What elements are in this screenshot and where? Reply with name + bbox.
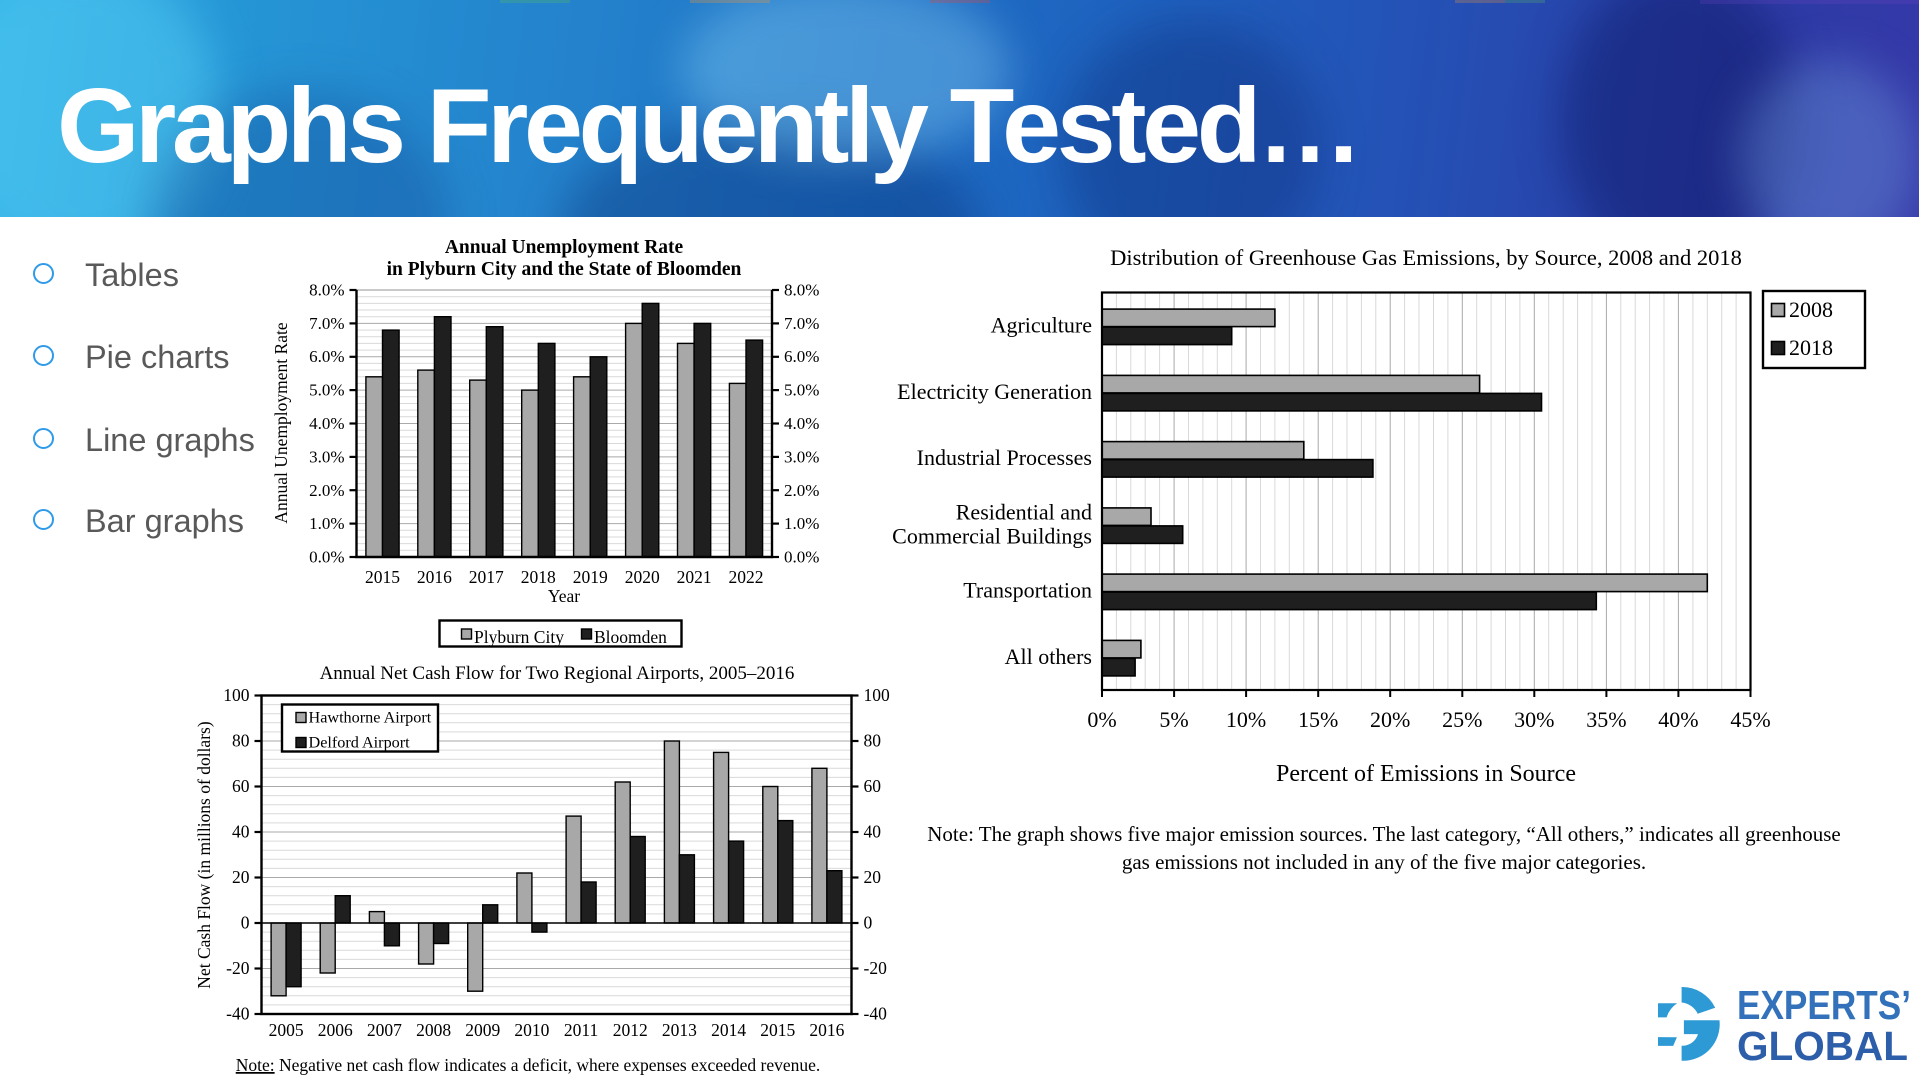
svg-text:4.0%: 4.0%: [784, 414, 819, 433]
svg-text:6.0%: 6.0%: [784, 347, 819, 366]
svg-text:Plyburn City: Plyburn City: [474, 627, 564, 647]
svg-text:25%: 25%: [1442, 707, 1482, 732]
svg-text:20: 20: [864, 867, 882, 887]
svg-text:7.0%: 7.0%: [784, 314, 819, 333]
svg-text:2017: 2017: [469, 567, 504, 587]
svg-text:2007: 2007: [367, 1020, 402, 1040]
svg-text:in Plyburn City and the State: in Plyburn City and the State of Bloomde…: [387, 259, 742, 280]
svg-text:0: 0: [241, 913, 250, 933]
svg-text:100: 100: [223, 685, 250, 705]
svg-text:All others: All others: [1005, 644, 1092, 669]
svg-text:2015: 2015: [760, 1020, 795, 1040]
svg-text:2021: 2021: [677, 567, 712, 587]
svg-text:45%: 45%: [1730, 707, 1770, 732]
svg-text:Hawthorne Airport: Hawthorne Airport: [309, 709, 432, 727]
svg-text:1.0%: 1.0%: [784, 514, 819, 533]
svg-text:2022: 2022: [729, 567, 764, 587]
svg-text:3.0%: 3.0%: [784, 447, 819, 466]
svg-text:Industrial Processes: Industrial Processes: [917, 445, 1092, 470]
svg-text:Transportation: Transportation: [963, 578, 1092, 603]
svg-text:2015: 2015: [365, 567, 400, 587]
svg-text:Net Cash Flow (in millions of: Net Cash Flow (in millions of dollars): [194, 721, 214, 989]
svg-text:Annual Net Cash Flow for Two R: Annual Net Cash Flow for Two Regional Ai…: [320, 663, 795, 684]
svg-text:2013: 2013: [662, 1020, 697, 1040]
svg-text:8.0%: 8.0%: [309, 281, 344, 300]
svg-text:35%: 35%: [1586, 707, 1626, 732]
svg-text:15%: 15%: [1298, 707, 1338, 732]
svg-text:Delford Airport: Delford Airport: [309, 734, 411, 752]
svg-text:80: 80: [864, 731, 882, 751]
svg-text:80: 80: [232, 731, 250, 751]
svg-text:40: 40: [864, 822, 882, 842]
svg-text:2011: 2011: [564, 1020, 598, 1040]
svg-text:20%: 20%: [1370, 707, 1410, 732]
svg-text:2016: 2016: [809, 1020, 844, 1040]
svg-text:40%: 40%: [1658, 707, 1698, 732]
svg-text:3.0%: 3.0%: [309, 447, 344, 466]
svg-text:0%: 0%: [1087, 707, 1116, 732]
svg-text:GLOBAL: GLOBAL: [1737, 1023, 1908, 1069]
svg-text:2016: 2016: [417, 567, 452, 587]
svg-text:4.0%: 4.0%: [309, 414, 344, 433]
svg-text:1.0%: 1.0%: [309, 514, 344, 533]
svg-text:-40: -40: [864, 1004, 888, 1024]
svg-text:-40: -40: [226, 1004, 250, 1024]
svg-text:2009: 2009: [465, 1020, 500, 1040]
svg-text:0.0%: 0.0%: [309, 548, 344, 567]
svg-text:Residential and: Residential and: [956, 499, 1092, 524]
svg-text:Annual Unemployment Rate: Annual Unemployment Rate: [271, 322, 291, 523]
svg-text:-20: -20: [864, 958, 888, 978]
svg-text:Agriculture: Agriculture: [991, 313, 1092, 338]
svg-text:Annual Unemployment Rate: Annual Unemployment Rate: [445, 237, 684, 258]
svg-text:Year: Year: [548, 586, 580, 606]
svg-text:Distribution of Greenhouse Gas: Distribution of Greenhouse Gas Emissions…: [1110, 245, 1742, 270]
svg-text:5.0%: 5.0%: [784, 381, 819, 400]
svg-text:2.0%: 2.0%: [784, 481, 819, 500]
svg-text:6.0%: 6.0%: [309, 347, 344, 366]
svg-text:2008: 2008: [416, 1020, 451, 1040]
svg-text:-20: -20: [226, 958, 250, 978]
svg-text:30%: 30%: [1514, 707, 1554, 732]
svg-text:Commercial Buildings: Commercial Buildings: [892, 523, 1092, 548]
svg-text:2019: 2019: [573, 567, 608, 587]
svg-text:2014: 2014: [711, 1020, 746, 1040]
svg-text:2010: 2010: [514, 1020, 549, 1040]
svg-text:Bloomden: Bloomden: [594, 627, 667, 647]
svg-text:2006: 2006: [318, 1020, 353, 1040]
svg-text:Note: Negative net cash flow i: Note: Negative net cash flow indicates a…: [236, 1055, 821, 1075]
svg-text:gas emissions not included in: gas emissions not included in any of the…: [1122, 850, 1646, 874]
svg-text:2008: 2008: [1789, 297, 1833, 322]
svg-text:20: 20: [232, 867, 250, 887]
svg-text:60: 60: [864, 776, 882, 796]
svg-text:2.0%: 2.0%: [309, 481, 344, 500]
svg-text:5%: 5%: [1159, 707, 1188, 732]
svg-text:7.0%: 7.0%: [309, 314, 344, 333]
svg-text:8.0%: 8.0%: [784, 281, 819, 300]
svg-text:100: 100: [864, 685, 891, 705]
svg-text:Percent of Emissions in Source: Percent of Emissions in Source: [1276, 761, 1576, 787]
svg-text:2005: 2005: [269, 1020, 304, 1040]
svg-text:Electricity Generation: Electricity Generation: [897, 379, 1092, 404]
svg-text:2018: 2018: [521, 567, 556, 587]
svg-text:5.0%: 5.0%: [309, 381, 344, 400]
svg-text:40: 40: [232, 822, 250, 842]
svg-text:2012: 2012: [613, 1020, 648, 1040]
svg-text:0: 0: [864, 913, 873, 933]
svg-text:10%: 10%: [1226, 707, 1266, 732]
svg-text:0.0%: 0.0%: [784, 548, 819, 567]
svg-text:60: 60: [232, 776, 250, 796]
svg-text:EXPERTS’: EXPERTS’: [1737, 982, 1911, 1028]
svg-text:2020: 2020: [625, 567, 660, 587]
svg-text:Note: The graph shows five maj: Note: The graph shows five major emissio…: [927, 822, 1840, 846]
svg-text:2018: 2018: [1789, 335, 1833, 360]
